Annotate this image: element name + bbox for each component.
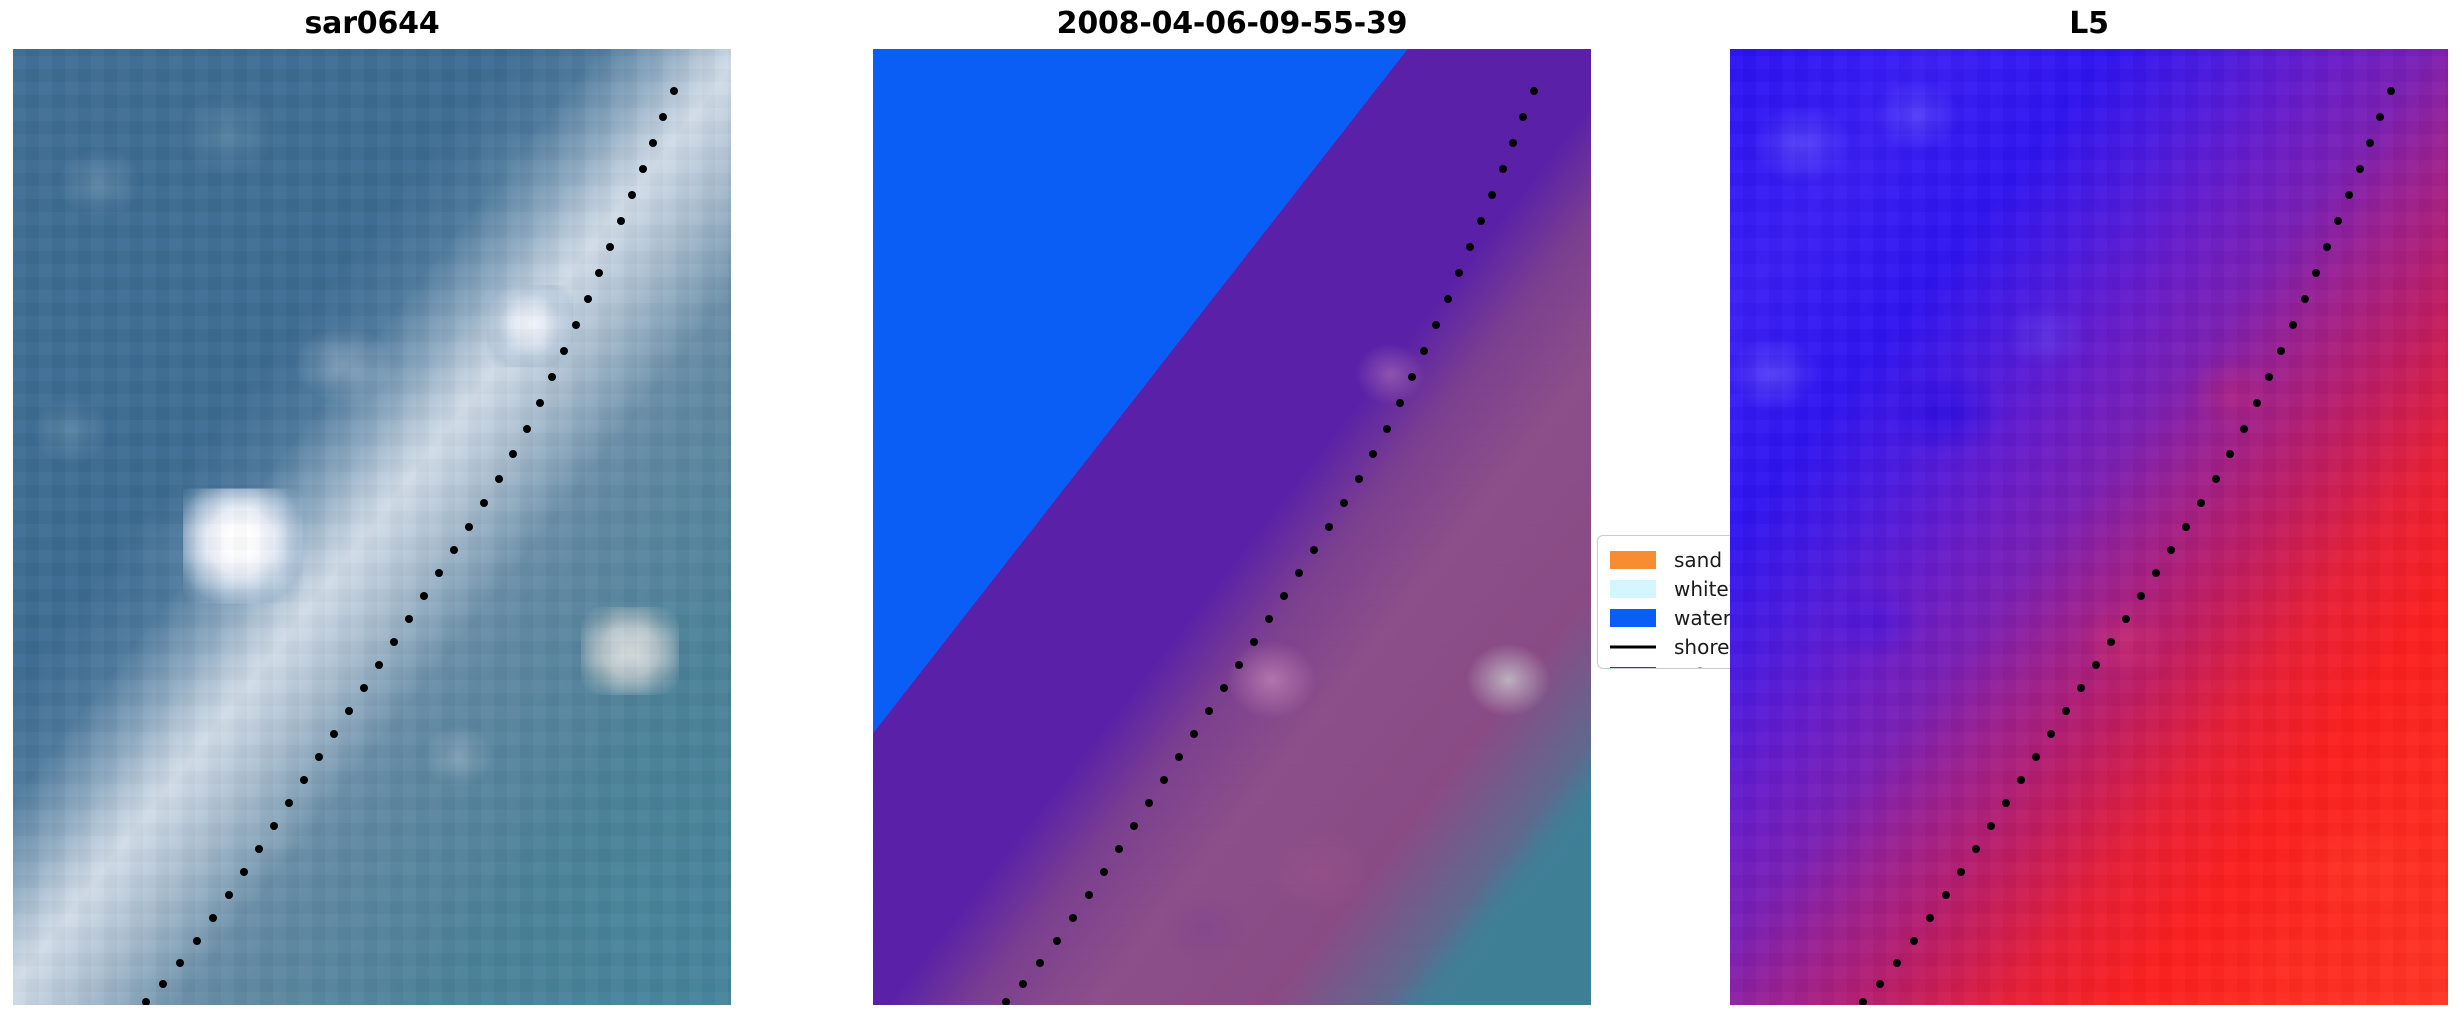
shoreline-overlay-panel-1 (142, 87, 678, 1005)
panel-title-text-1: sar0644 (304, 6, 440, 41)
panel-classification[interactable] (873, 49, 1591, 1005)
panel-title-text-3: L5 (2069, 6, 2109, 41)
legend-item-reference-shoreline: reference shoreline (1610, 661, 1774, 668)
classification-pixel-steps (873, 49, 1591, 1005)
sar-rgb-base-layer (13, 49, 731, 1005)
bright-blob-upper-right (486, 285, 573, 368)
legend-label-sand: sand (1674, 547, 1723, 572)
reference-shoreline-color-swatch (1610, 666, 1656, 668)
legend-item-shoreline: shoreline (1610, 632, 1766, 661)
sar-rgb-image (13, 49, 731, 1005)
sar-rgb-texture-layer (13, 49, 731, 1005)
panel-sar-rgb[interactable] (13, 49, 731, 1005)
shoreline-overlay-panel-3 (1859, 87, 2395, 1005)
shoreline-line-icon (1610, 638, 1656, 656)
water-color-swatch (1610, 608, 1656, 627)
panel-title-text-2: 2008-04-06-09-55-39 (1056, 6, 1408, 41)
water-class-region (873, 49, 1591, 1005)
legend-label-water: water (1674, 605, 1731, 630)
grey-patch-right (581, 607, 680, 696)
shoreline-overlay-panel-2 (1002, 87, 1538, 1005)
legend-box: sand whitewater water shoreline referenc… (1597, 535, 1775, 669)
legend-item-whitewater: whitewater (1610, 574, 1774, 603)
sar-rgb-pixel-grid (13, 49, 731, 1005)
sand-color-swatch (1610, 550, 1656, 569)
legend-label-reference-shoreline: reference shoreline (1674, 664, 1774, 669)
bright-blob-center (182, 488, 303, 604)
whitewater-color-swatch (1610, 579, 1656, 598)
legend-label-shoreline: shoreline (1674, 634, 1766, 659)
legend-item-water: water (1610, 603, 1762, 632)
legend-item-sand: sand (1610, 545, 1762, 574)
legend-label-whitewater: whitewater (1674, 576, 1775, 601)
panel-index-l5[interactable] (1730, 49, 2448, 1005)
classification-image (873, 49, 1591, 1005)
